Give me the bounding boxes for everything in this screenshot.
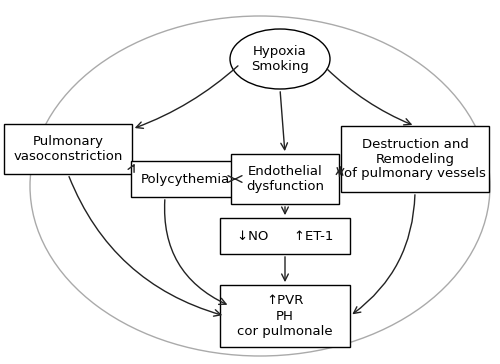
Text: Endothelial
dysfunction: Endothelial dysfunction	[246, 165, 324, 193]
Bar	[341, 126, 489, 192]
Bar	[131, 161, 239, 197]
Bar	[4, 124, 132, 174]
Text: Polycythemia: Polycythemia	[140, 173, 230, 186]
Text: Destruction and
Remodeling
of pulmonary vessels: Destruction and Remodeling of pulmonary …	[344, 138, 486, 181]
Bar	[231, 154, 339, 204]
Text: Hypoxia
Smoking: Hypoxia Smoking	[251, 45, 309, 73]
Ellipse shape	[230, 29, 330, 89]
Text: ↓NO      ↑ET-1: ↓NO ↑ET-1	[237, 229, 333, 242]
Bar	[220, 285, 350, 347]
Text: ↑PVR
PH
cor pulmonale: ↑PVR PH cor pulmonale	[237, 294, 333, 337]
Text: Pulmonary
vasoconstriction: Pulmonary vasoconstriction	[14, 135, 122, 163]
Bar	[220, 218, 350, 254]
